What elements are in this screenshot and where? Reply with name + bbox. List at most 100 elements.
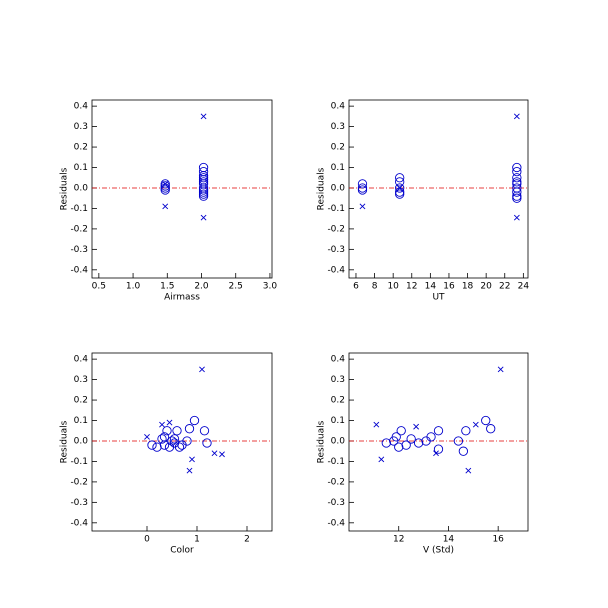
- x-tick-label: 0: [144, 535, 150, 545]
- circle-marker: [381, 438, 391, 448]
- circle-marker: [357, 185, 368, 195]
- circle-marker: [169, 434, 180, 444]
- circle-marker: [394, 442, 404, 452]
- circle-marker: [160, 181, 170, 191]
- x-tick-label: 14: [425, 282, 437, 292]
- y-tick-label: 0.2: [331, 396, 345, 406]
- cross-marker: [373, 421, 380, 428]
- y-tick-label: -0.1: [70, 204, 88, 214]
- y-tick-label: -0.1: [327, 457, 345, 467]
- circle-marker: [357, 183, 368, 193]
- circle-marker: [512, 179, 522, 189]
- y-axis-label: Residuals: [317, 167, 327, 210]
- y-tick-label: -0.4: [327, 518, 345, 528]
- y-tick-label: 0.3: [331, 122, 345, 132]
- x-tick-label: 16: [443, 282, 455, 292]
- circle-marker: [182, 436, 192, 446]
- cross-marker: [159, 421, 165, 428]
- y-tick-label: -0.1: [327, 204, 345, 214]
- cross-marker: [396, 185, 403, 191]
- circle-marker: [184, 424, 195, 434]
- x-tick-label: 20: [480, 282, 492, 292]
- y-tick-label: 0.2: [74, 396, 88, 406]
- x-axis-label: Airmass: [164, 293, 200, 303]
- y-tick-label: -0.3: [70, 498, 88, 508]
- x-tick-label: 24: [518, 282, 530, 292]
- x-axis-label: UT: [432, 293, 445, 303]
- y-tick-label: 0.1: [74, 416, 88, 426]
- plot-frame: [91, 352, 273, 532]
- circle-marker: [453, 436, 464, 446]
- circle-marker: [160, 185, 170, 195]
- circle-marker: [512, 193, 522, 203]
- y-tick-label: -0.1: [70, 457, 88, 467]
- circle-marker: [395, 183, 405, 193]
- y-tick-label: -0.3: [327, 245, 345, 255]
- cross-marker: [211, 450, 218, 457]
- circle-marker: [198, 175, 209, 185]
- cross-marker: [199, 366, 205, 373]
- circle-marker: [198, 189, 209, 199]
- y-tick-label: 0.4: [331, 102, 346, 112]
- circle-marker: [395, 189, 405, 199]
- cross-marker: [413, 423, 420, 430]
- circle-marker: [167, 436, 177, 446]
- y-tick-label: 0.3: [74, 375, 88, 385]
- circle-marker: [174, 442, 185, 452]
- cross-marker: [472, 421, 479, 428]
- circle-marker: [189, 415, 200, 426]
- x-tick-label: 12: [393, 535, 404, 545]
- circle-marker: [391, 432, 401, 442]
- circle-marker: [486, 424, 496, 434]
- panel: 6 8 10 12 14 16 18 20 22 24 -0.4 -0.3 -0.2 -0.1 0.0 0.1…: [317, 99, 530, 303]
- x-tick-label: 2.0: [194, 282, 209, 292]
- panel: 0.5 1.0 1.5 2.0 2.5 3.0 -0.4 -0.3 -0.2 -0.1 0.0 0.1…: [60, 99, 277, 303]
- x-tick-label: 14: [443, 535, 455, 545]
- circle-marker: [426, 432, 436, 442]
- circle-marker: [395, 173, 405, 183]
- x-axis-label: Color: [170, 546, 194, 556]
- circle-marker: [162, 426, 172, 436]
- cross-marker: [200, 214, 207, 221]
- x-tick-label: 0.5: [92, 282, 106, 292]
- y-tick-label: -0.2: [327, 224, 345, 234]
- circle-marker: [152, 442, 162, 452]
- y-tick-label: 0.1: [74, 163, 88, 173]
- circle-marker: [401, 440, 411, 450]
- circle-marker: [172, 426, 182, 436]
- x-tick-label: 2.5: [229, 282, 243, 292]
- circle-marker: [160, 179, 170, 189]
- y-tick-label: 0.4: [74, 102, 89, 112]
- x-tick-label: 16: [492, 535, 504, 545]
- circle-marker: [202, 438, 212, 448]
- x-tick-label: 18: [462, 282, 474, 292]
- circle-marker: [512, 191, 522, 201]
- cross-marker: [378, 456, 385, 463]
- circle-marker: [157, 434, 167, 444]
- x-tick-label: 22: [499, 282, 510, 292]
- plot-frame: [348, 352, 529, 532]
- x-tick-label: 12: [406, 282, 417, 292]
- cross-marker: [513, 113, 520, 120]
- circle-marker: [199, 426, 210, 436]
- y-tick-label: 0.0: [74, 436, 89, 446]
- circle-marker: [395, 177, 405, 187]
- circle-marker: [198, 185, 209, 195]
- y-tick-label: -0.4: [70, 265, 88, 275]
- circle-marker: [159, 432, 170, 442]
- x-tick-label: 8: [372, 282, 378, 292]
- x-tick-label: 1.0: [126, 282, 141, 292]
- y-tick-label: -0.3: [70, 245, 88, 255]
- x-tick-label: 6: [353, 282, 359, 292]
- y-tick-label: 0.0: [331, 183, 346, 193]
- cross-marker: [162, 180, 169, 187]
- x-tick-label: 10: [387, 282, 399, 292]
- circle-marker: [406, 434, 416, 444]
- y-tick-label: 0.2: [74, 143, 88, 153]
- circle-marker: [433, 426, 444, 436]
- y-tick-label: 0.3: [74, 122, 88, 132]
- y-tick-label: -0.2: [70, 477, 88, 487]
- y-tick-label: -0.4: [70, 518, 88, 528]
- cross-marker: [200, 113, 207, 120]
- cross-marker: [186, 467, 193, 474]
